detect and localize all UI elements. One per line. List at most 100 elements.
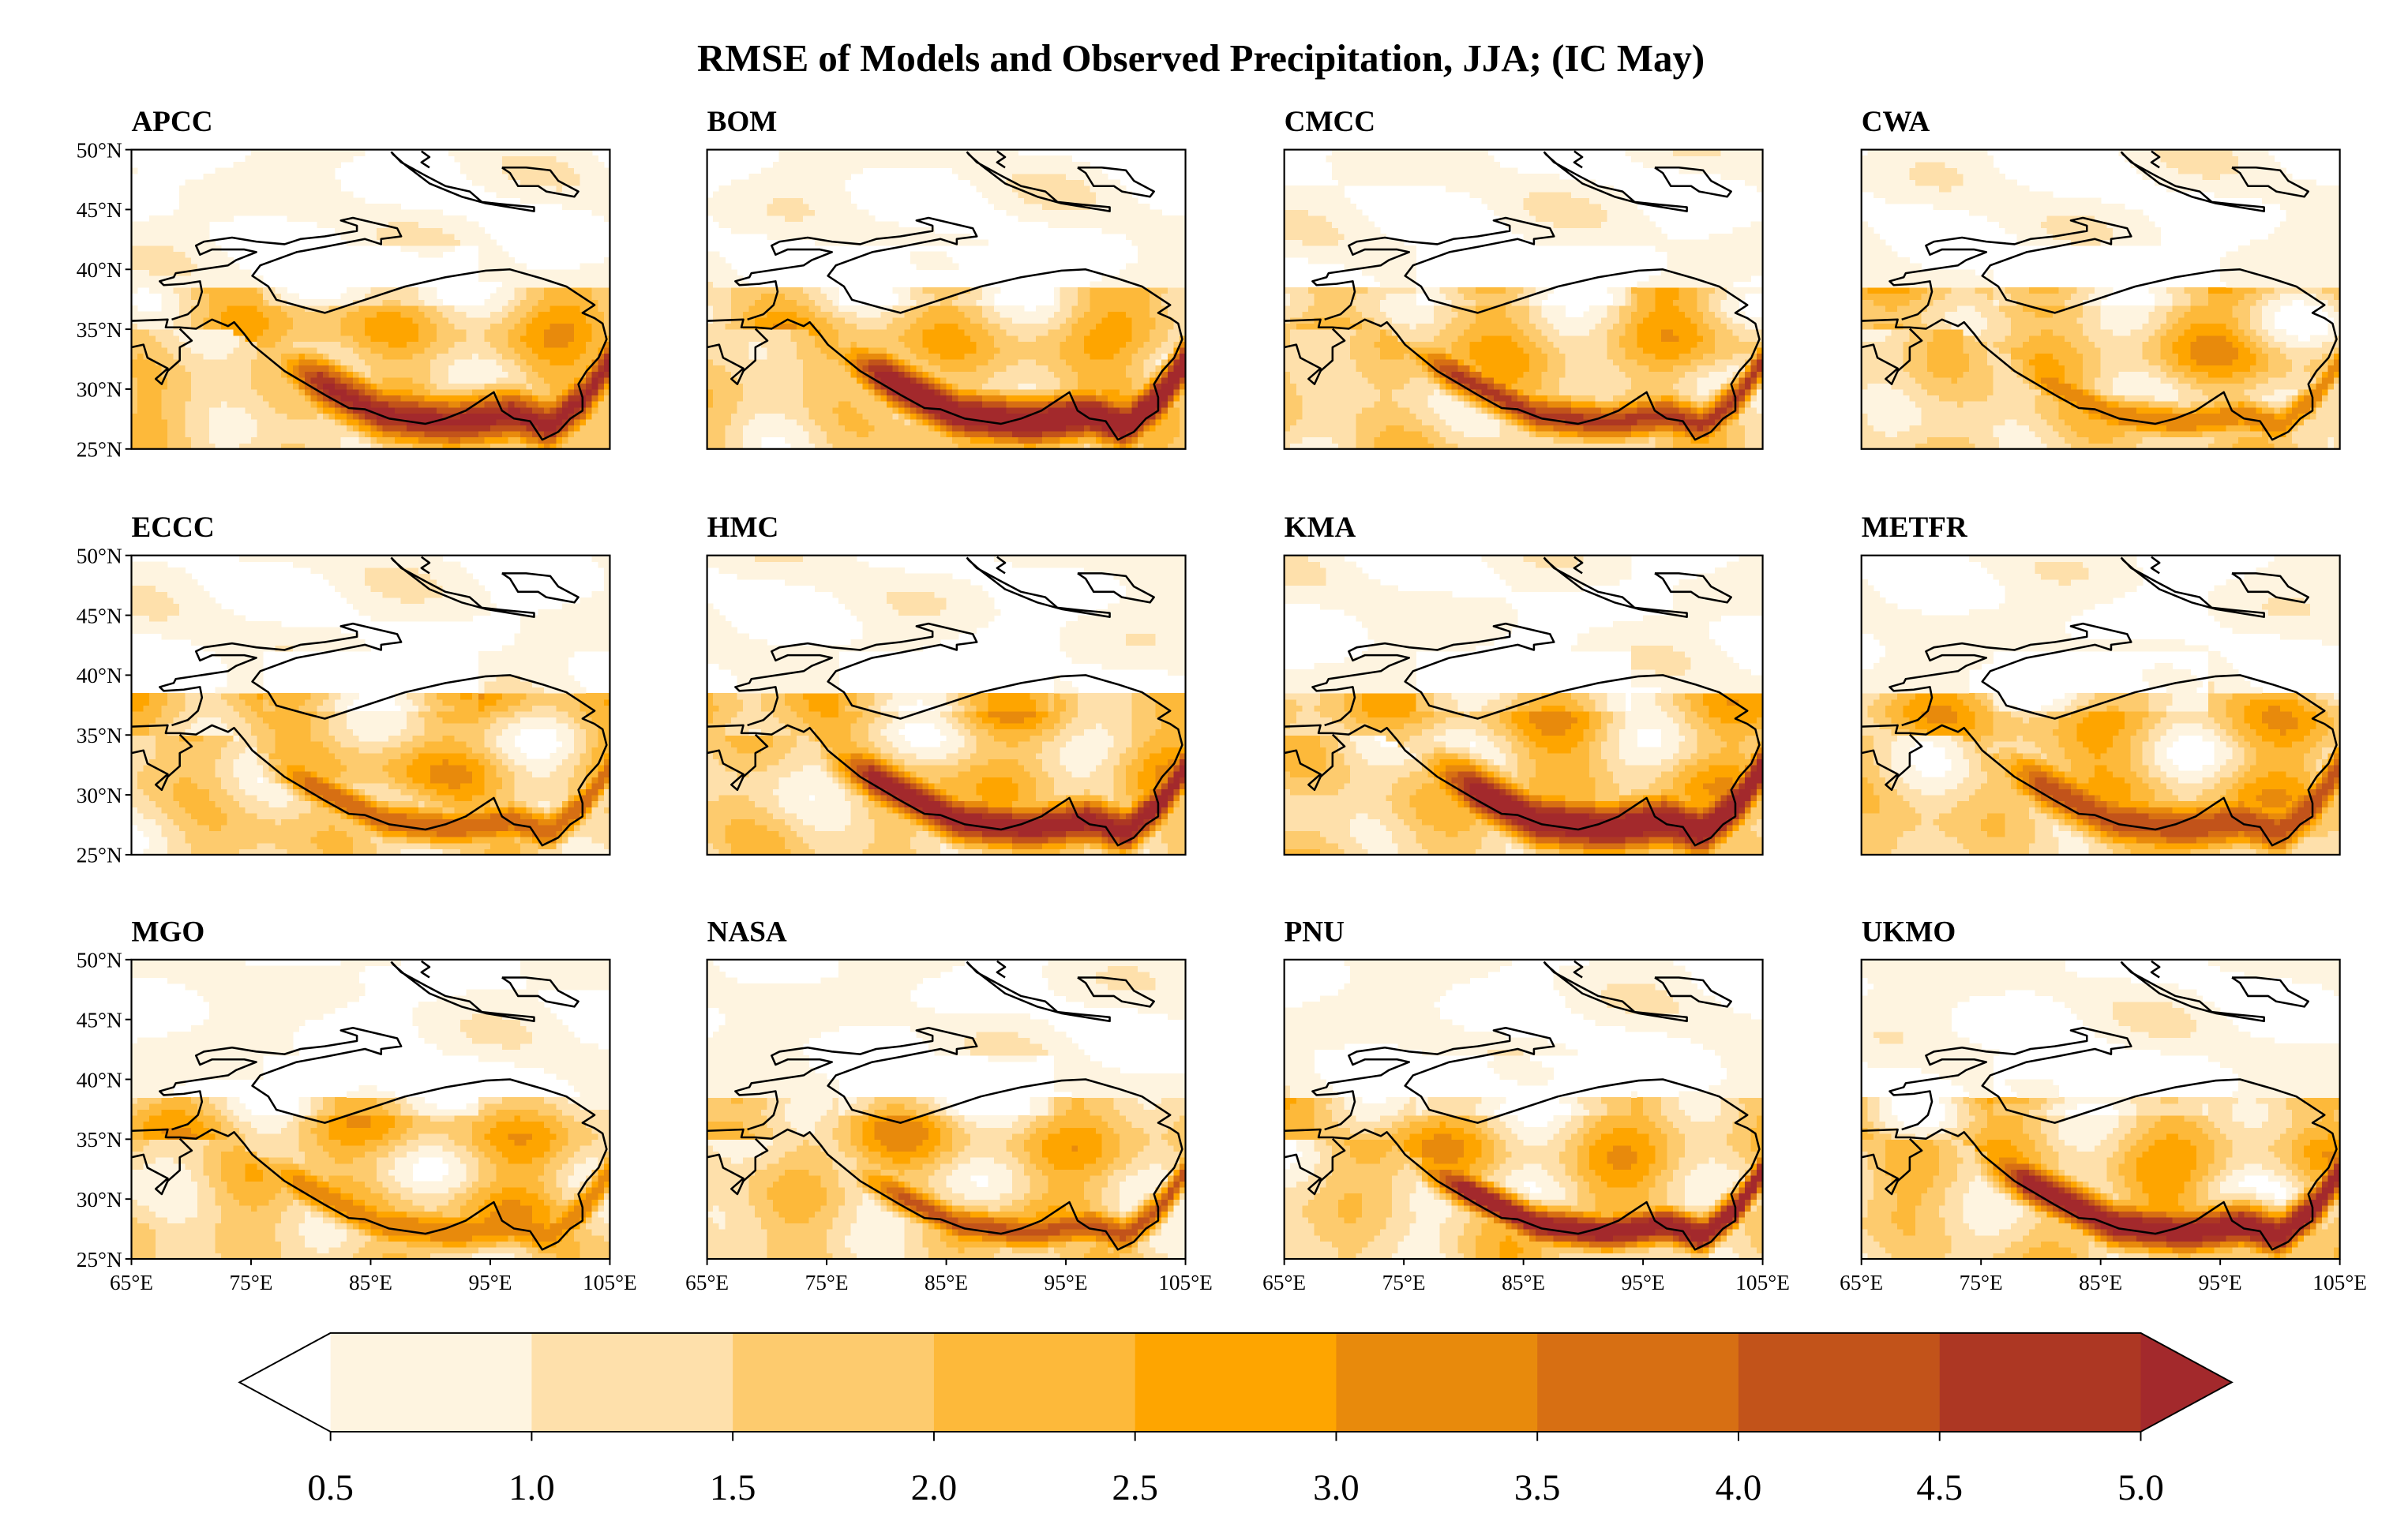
- contour-cell: [561, 179, 569, 186]
- contour-cell: [707, 365, 714, 372]
- contour-cell: [137, 388, 144, 396]
- contour-cell: [167, 406, 174, 414]
- contour-cell: [922, 305, 929, 312]
- contour-cell: [940, 376, 947, 384]
- contour-cell: [556, 293, 563, 300]
- contour-cell: [436, 425, 443, 432]
- contour-cell: [173, 233, 180, 240]
- contour-cell: [748, 425, 756, 432]
- contour-cell: [203, 221, 210, 228]
- contour-cell: [257, 323, 264, 330]
- contour-cell: [713, 359, 720, 366]
- contour-cell: [460, 418, 467, 426]
- contour-cell: [737, 185, 744, 193]
- contour-cell: [394, 371, 401, 378]
- contour-cell: [221, 376, 228, 384]
- contour-cell: [538, 311, 545, 318]
- contour-cell: [591, 293, 598, 300]
- contour-cell: [808, 365, 816, 372]
- contour-cell: [412, 245, 419, 253]
- contour-cell: [340, 388, 347, 396]
- contour-cell: [586, 425, 593, 432]
- contour-cell: [922, 443, 929, 450]
- contour-cell: [179, 395, 186, 402]
- contour-cell: [862, 233, 869, 240]
- contour-cell: [725, 436, 732, 444]
- contour-cell: [370, 215, 377, 223]
- contour-cell: [197, 425, 204, 432]
- contour-cell: [790, 185, 797, 193]
- contour-cell: [946, 443, 953, 450]
- contour-cell: [767, 311, 774, 318]
- contour-cell: [976, 287, 983, 294]
- contour-cell: [377, 388, 384, 396]
- lat-tick-label: 45°N: [77, 198, 122, 222]
- contour-cell: [892, 227, 899, 234]
- contour-cell: [287, 299, 294, 306]
- contour-cell: [994, 167, 1001, 174]
- contour-cell: [257, 185, 264, 193]
- contour-cell: [1011, 431, 1019, 438]
- contour-cell: [844, 233, 851, 240]
- contour-cell: [544, 305, 551, 312]
- contour-cell: [328, 359, 336, 366]
- contour-cell: [832, 305, 839, 312]
- contour-cell: [322, 376, 330, 384]
- contour-cell: [725, 221, 732, 228]
- contour-cell: [484, 311, 491, 318]
- contour-cell: [143, 443, 150, 450]
- contour-cell: [737, 346, 744, 354]
- contour-cell: [946, 431, 953, 438]
- contour-cell: [737, 299, 744, 306]
- contour-cell: [778, 431, 786, 438]
- contour-cell: [280, 173, 288, 181]
- contour-cell: [964, 353, 971, 360]
- contour-cell: [478, 383, 485, 390]
- contour-cell: [802, 299, 809, 306]
- contour-cell: [772, 209, 780, 216]
- contour-cell: [958, 341, 965, 348]
- contour-cell: [549, 406, 557, 414]
- contour-cell: [832, 341, 839, 348]
- contour-cell: [496, 395, 503, 402]
- contour-cell: [934, 287, 941, 294]
- contour-cell: [904, 346, 911, 354]
- contour-cell: [280, 431, 288, 438]
- contour-cell: [185, 353, 192, 360]
- contour-cell: [400, 346, 407, 354]
- contour-cell: [496, 323, 503, 330]
- contour-cell: [257, 293, 264, 300]
- contour-cell: [844, 353, 851, 360]
- contour-cell: [400, 209, 407, 216]
- contour-cell: [233, 359, 240, 366]
- contour-cell: [561, 173, 569, 181]
- contour-cell: [820, 227, 827, 234]
- contour-cell: [760, 431, 767, 438]
- contour-cell: [814, 388, 822, 396]
- contour-cell: [988, 353, 995, 360]
- contour-cell: [322, 346, 330, 354]
- contour-cell: [1018, 413, 1025, 420]
- contour-cell: [370, 443, 377, 450]
- contour-cell: [275, 311, 282, 318]
- contour-cell: [335, 359, 342, 366]
- contour-cell: [238, 376, 246, 384]
- contour-cell: [442, 335, 449, 342]
- contour-cell: [215, 383, 222, 390]
- contour-cell: [328, 425, 336, 432]
- contour-cell: [388, 329, 396, 336]
- contour-cell: [143, 323, 150, 330]
- contour-cell: [221, 299, 228, 306]
- contour-cell: [561, 203, 569, 211]
- contour-cell: [137, 257, 144, 264]
- contour-cell: [561, 281, 569, 288]
- contour-cell: [1018, 329, 1025, 336]
- contour-cell: [514, 269, 521, 276]
- contour-cell: [748, 305, 756, 312]
- contour-cell: [934, 329, 941, 336]
- contour-cell: [257, 311, 264, 318]
- contour-cell: [586, 346, 593, 354]
- contour-cell: [424, 341, 431, 348]
- contour-cell: [718, 197, 726, 204]
- contour-cell: [149, 275, 156, 283]
